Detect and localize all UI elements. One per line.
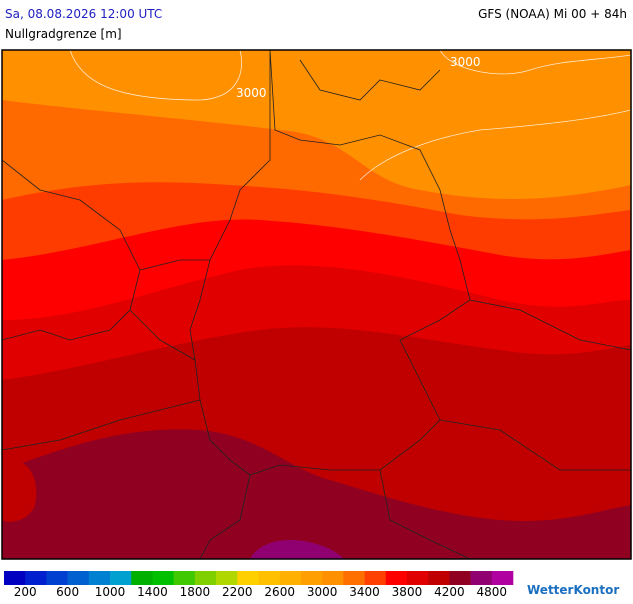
- legend-label: 3400: [349, 585, 380, 599]
- legend-swatch: [46, 571, 68, 585]
- legend-label: 200: [14, 585, 37, 599]
- legend-swatch: [194, 571, 217, 585]
- header-model: GFS (NOAA) Mi 00 + 84h: [478, 7, 627, 21]
- legend-swatch: [406, 571, 429, 585]
- legend-swatch: [322, 571, 344, 585]
- isoline: [439, 50, 631, 75]
- header-subtitle: Nullgradgrenze [m]: [5, 27, 122, 41]
- legend-label: 1400: [137, 585, 168, 599]
- legend-label: 600: [56, 585, 79, 599]
- legend-swatch: [470, 571, 493, 585]
- legend-swatch: [67, 571, 90, 585]
- legend-swatch: [449, 571, 471, 585]
- legend-swatch: [491, 571, 514, 585]
- legend-label: 1000: [95, 585, 126, 599]
- isoline: [69, 50, 242, 101]
- border: [2, 159, 141, 341]
- legend-swatch: [4, 571, 26, 585]
- legend-swatch: [237, 571, 259, 585]
- legend-swatch: [279, 571, 302, 585]
- legend-swatch: [343, 571, 365, 585]
- legend-label: 1800: [180, 585, 211, 599]
- contour-label: 3000: [236, 86, 267, 100]
- border: [2, 259, 210, 451]
- legend-swatch: [25, 571, 47, 585]
- legend-swatch: [428, 571, 450, 585]
- band: [2, 459, 37, 522]
- band: [250, 539, 345, 559]
- legend-swatch: [300, 571, 323, 585]
- legend-label: 2200: [222, 585, 253, 599]
- legend-label: 2600: [264, 585, 295, 599]
- border: [379, 299, 631, 559]
- legend-swatch: [88, 571, 111, 585]
- map: 3000 3000: [1, 49, 632, 560]
- legend-swatch: [131, 571, 153, 585]
- contour-label: 3000: [450, 55, 481, 69]
- legend-swatch: [216, 571, 238, 585]
- legend-swatch: [152, 571, 174, 585]
- legend-swatch: [173, 571, 196, 585]
- map-frame: [1, 49, 632, 560]
- legend-label: 4800: [477, 585, 508, 599]
- legend-swatch: [385, 571, 408, 585]
- legend-label: 3800: [392, 585, 423, 599]
- border: [189, 50, 471, 476]
- legend-label: 4200: [434, 585, 465, 599]
- legend-label: 3000: [307, 585, 338, 599]
- legend-swatch: [364, 571, 387, 585]
- brand-logo: WetterKontor: [527, 583, 619, 597]
- legend: 200 600 1000 1400 1800 2200 2600 3000 3400 3800 42…: [4, 571, 514, 599]
- isoline: [359, 109, 631, 181]
- border: [199, 59, 441, 559]
- band: [2, 429, 631, 559]
- header-date: Sa, 08.08.2026 12:00 UTC: [5, 7, 162, 21]
- legend-swatch: [110, 571, 132, 585]
- legend-swatch: [258, 571, 281, 585]
